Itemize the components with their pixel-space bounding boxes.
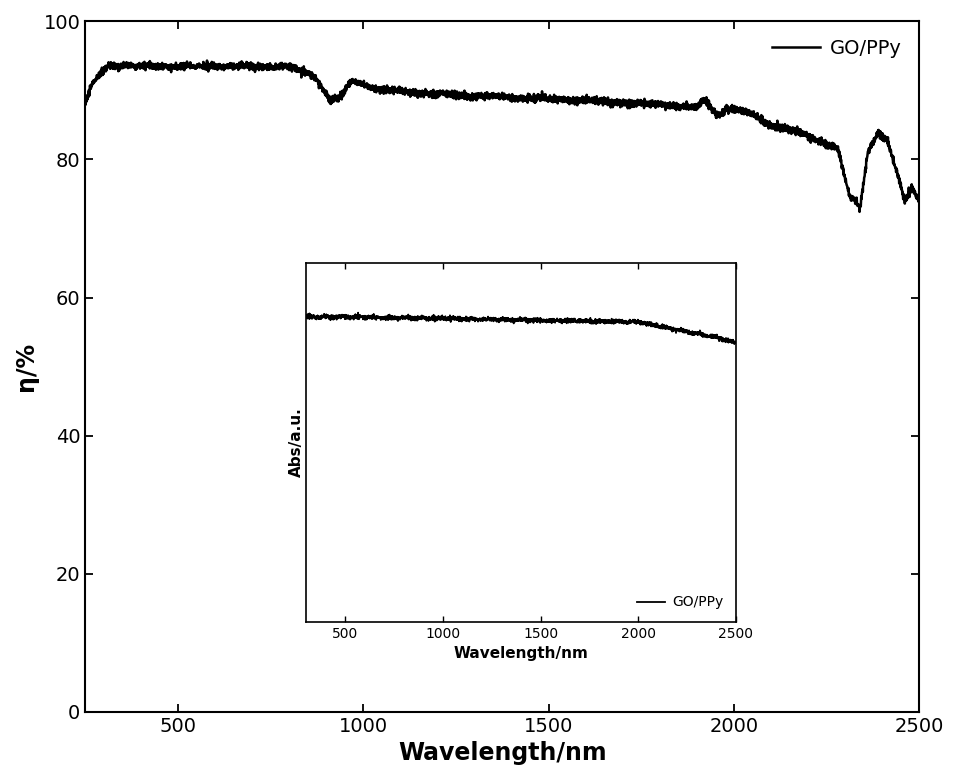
- X-axis label: Wavelength/nm: Wavelength/nm: [398, 741, 606, 765]
- Y-axis label: η/%: η/%: [13, 342, 38, 391]
- Legend: GO/PPy: GO/PPy: [764, 31, 910, 65]
